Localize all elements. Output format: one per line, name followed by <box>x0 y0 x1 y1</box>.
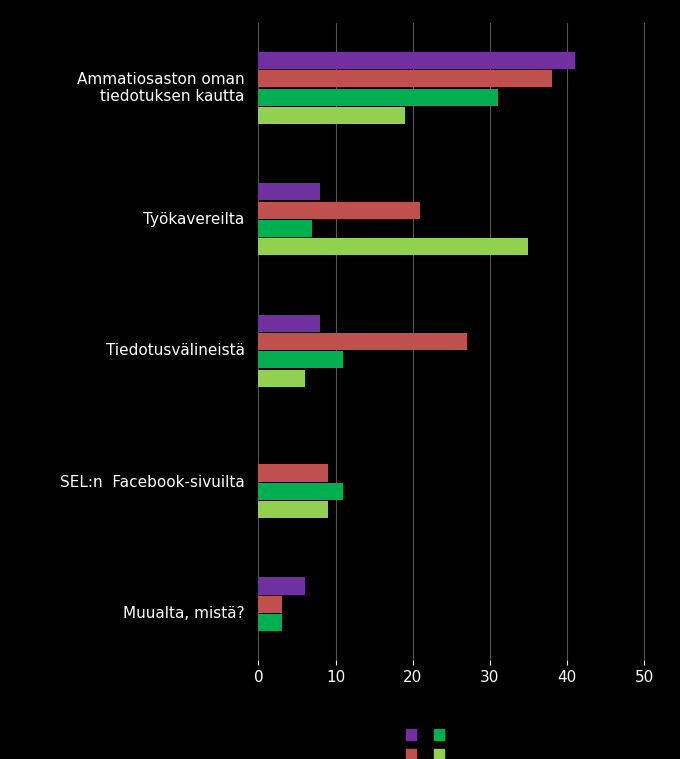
Bar <box>258 501 328 518</box>
Bar <box>258 70 551 87</box>
Bar <box>258 578 305 594</box>
Bar <box>258 202 420 219</box>
Bar <box>258 238 528 256</box>
Bar <box>258 89 498 106</box>
Bar <box>258 596 282 613</box>
Bar <box>258 315 320 332</box>
Bar <box>258 183 320 200</box>
Bar <box>258 614 282 631</box>
Bar <box>258 333 466 350</box>
Bar <box>258 107 405 124</box>
Bar <box>258 52 575 69</box>
Bar <box>258 483 343 500</box>
Bar <box>258 220 312 237</box>
Bar <box>258 370 305 387</box>
Bar <box>258 465 328 481</box>
Bar <box>258 351 343 368</box>
Legend: , , , : , , , <box>401 724 453 759</box>
